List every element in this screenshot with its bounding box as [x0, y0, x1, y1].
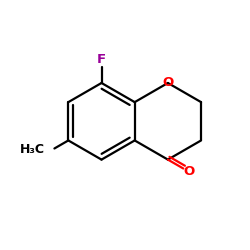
Text: F: F [97, 54, 106, 66]
Text: O: O [184, 166, 195, 178]
Text: H₃C: H₃C [20, 142, 45, 156]
Text: O: O [162, 76, 173, 90]
